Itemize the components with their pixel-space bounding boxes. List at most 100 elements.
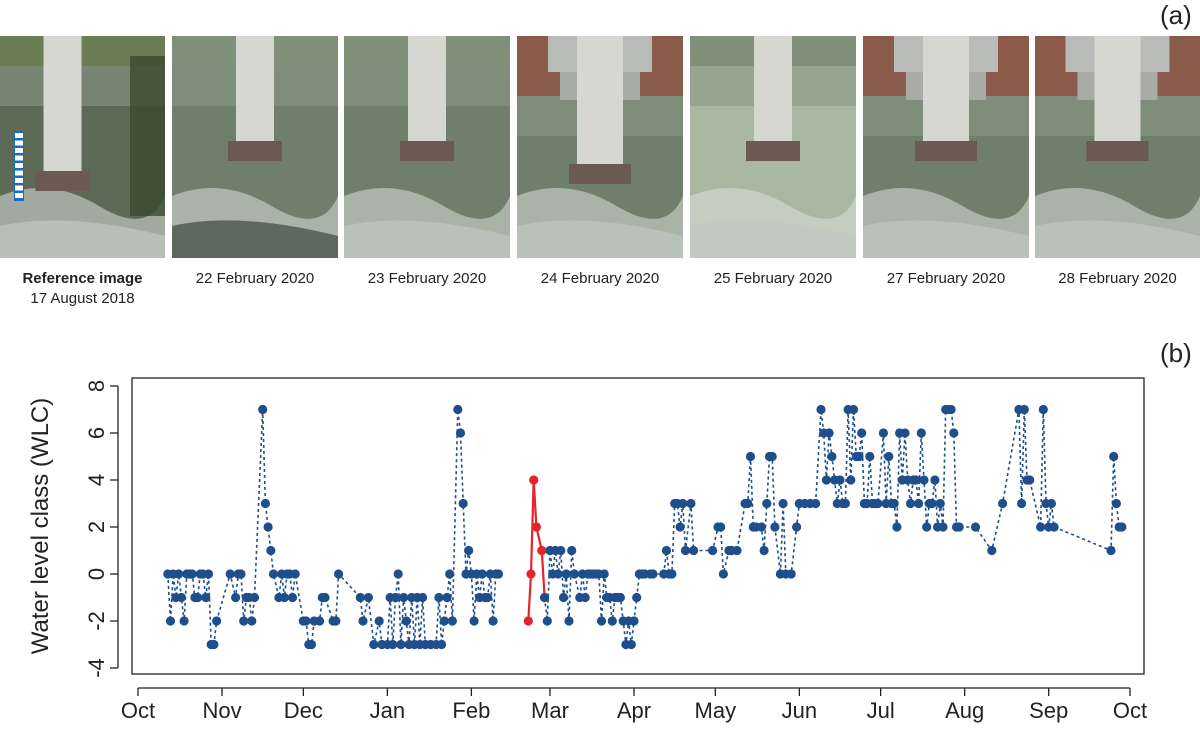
data-point <box>607 616 617 626</box>
data-point <box>437 639 447 650</box>
data-point <box>911 475 921 485</box>
data-point <box>556 545 566 556</box>
series-line <box>167 409 499 646</box>
data-point <box>176 592 186 603</box>
y-tick-label: 8 <box>84 380 109 392</box>
photo-caption-date: 22 February 2020 <box>195 270 315 287</box>
data-point <box>434 592 444 603</box>
data-point <box>1046 498 1056 509</box>
photo-caption: 25 February 2020 <box>680 270 866 287</box>
data-point <box>369 639 379 650</box>
y-tick-label: 6 <box>84 427 109 439</box>
data-point <box>632 592 642 603</box>
y-tick-label: 0 <box>84 568 109 580</box>
y-axis-label: Water level class (WLC) <box>27 398 54 654</box>
data-point <box>927 498 937 509</box>
data-point <box>540 592 550 603</box>
photo-caption: Reference image 17 August 2018 <box>0 270 175 307</box>
data-point <box>626 639 636 650</box>
data-point <box>922 522 932 532</box>
data-point <box>900 428 910 438</box>
data-point <box>840 498 851 509</box>
data-point <box>596 616 607 626</box>
photo-caption-title: Reference image <box>22 270 143 287</box>
bridge-pier-photo <box>863 36 1029 258</box>
data-point <box>1019 404 1029 415</box>
data-point <box>287 592 298 603</box>
data-point <box>239 616 249 626</box>
data-point <box>374 616 384 626</box>
data-point <box>686 498 696 509</box>
photo-caption-date: 28 February 2020 <box>1058 270 1177 287</box>
data-point <box>661 545 672 556</box>
data-point <box>938 522 948 532</box>
data-point <box>439 616 449 626</box>
data-point <box>1106 545 1116 556</box>
data-point <box>889 498 899 509</box>
data-point <box>716 522 726 532</box>
x-tick-label: Sep <box>1029 698 1068 723</box>
data-point <box>488 616 498 626</box>
data-point <box>678 498 688 509</box>
data-point <box>526 569 536 579</box>
bridge-pier-photo <box>344 36 510 258</box>
data-point <box>393 569 403 579</box>
data-point <box>469 616 479 626</box>
x-tick-label: Oct <box>1113 698 1147 723</box>
data-point <box>236 569 246 579</box>
x-tick-label: Jun <box>782 698 817 723</box>
data-point <box>358 616 368 626</box>
data-point <box>949 428 959 438</box>
data-point <box>203 569 214 579</box>
data-point <box>930 475 940 485</box>
data-point <box>821 475 832 485</box>
photo-caption: 24 February 2020 <box>507 270 693 287</box>
data-point <box>561 569 571 579</box>
data-point <box>905 498 916 509</box>
data-point <box>811 498 821 509</box>
data-point <box>306 639 317 650</box>
photo-caption-date: 24 February 2020 <box>540 270 660 287</box>
data-point <box>786 569 796 579</box>
data-point <box>225 569 235 579</box>
x-tick-label: Jul <box>867 698 895 723</box>
photo-caption: 28 February 2020 <box>1025 270 1200 287</box>
data-point <box>553 569 563 579</box>
x-tick-label: Feb <box>452 698 490 723</box>
photo-caption: 22 February 2020 <box>162 270 348 287</box>
data-point <box>529 475 539 485</box>
data-point <box>355 592 365 603</box>
data-point <box>580 592 590 603</box>
data-point <box>249 592 260 603</box>
data-point <box>846 475 856 485</box>
x-tick-label: Mar <box>531 698 569 723</box>
data-point <box>759 545 769 556</box>
data-point <box>689 545 699 556</box>
data-point <box>732 545 742 556</box>
data-point <box>542 616 552 626</box>
data-point <box>174 569 184 579</box>
data-point <box>854 451 864 462</box>
data-point <box>537 545 547 556</box>
x-axis: Oct Nov Dec Jan Feb Mar Apr May Jun Jul Aug Sep Oct <box>121 687 1147 723</box>
data-point <box>770 522 780 532</box>
data-point <box>892 522 902 532</box>
data-point <box>1117 522 1127 532</box>
panel-b-label: (b) <box>1160 338 1192 368</box>
data-point <box>1017 498 1027 509</box>
data-point <box>558 592 569 603</box>
data-point <box>1111 498 1121 509</box>
data-point <box>247 616 257 626</box>
data-point <box>1025 475 1035 485</box>
data-point <box>648 569 658 579</box>
y-tick-label: -2 <box>84 611 109 631</box>
data-point <box>916 428 926 438</box>
data-point <box>569 569 580 579</box>
data-point <box>998 498 1008 509</box>
data-point <box>458 498 468 509</box>
data-point <box>792 522 802 532</box>
data-point <box>1038 404 1048 415</box>
data-point <box>1049 522 1059 532</box>
photo-caption-date: 17 August 2018 <box>30 290 135 307</box>
data-point <box>418 592 428 603</box>
